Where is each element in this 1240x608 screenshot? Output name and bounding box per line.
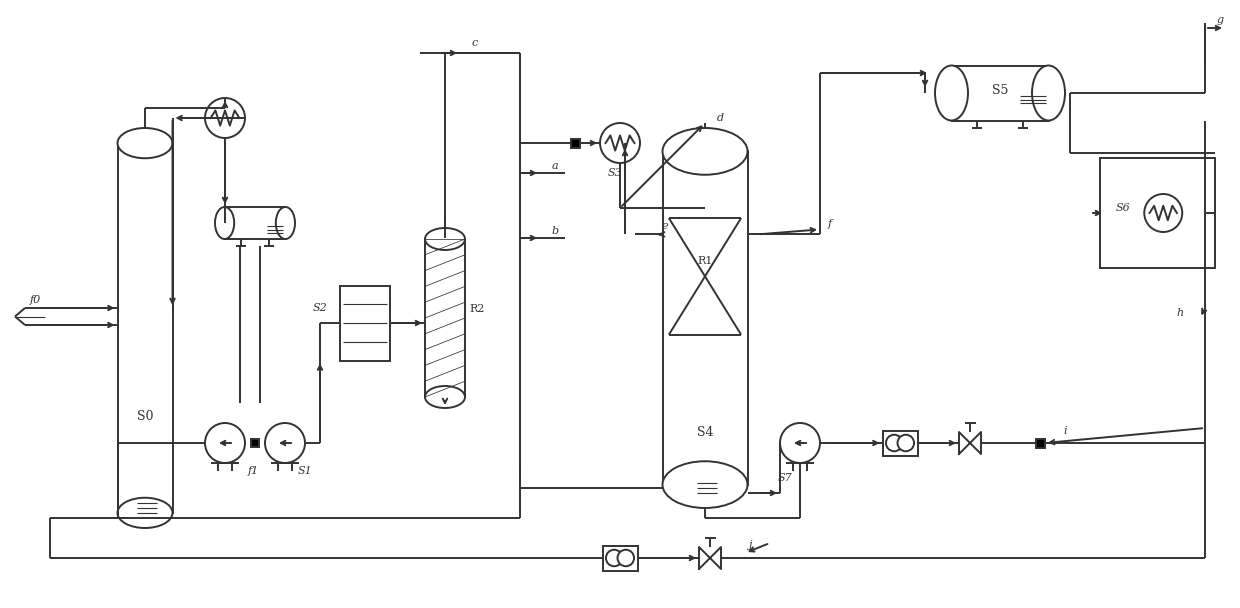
- Ellipse shape: [662, 461, 748, 508]
- Bar: [224, 207, 285, 239]
- Text: d: d: [717, 113, 724, 123]
- Circle shape: [780, 423, 820, 463]
- Circle shape: [898, 435, 914, 451]
- Ellipse shape: [118, 498, 172, 528]
- Text: h: h: [1177, 308, 1183, 318]
- Text: c: c: [472, 38, 479, 48]
- Bar: [883, 430, 918, 455]
- Text: S6: S6: [1116, 203, 1131, 213]
- Circle shape: [600, 123, 640, 163]
- Text: a: a: [552, 161, 558, 171]
- Bar: [570, 139, 579, 148]
- Circle shape: [265, 423, 305, 463]
- Bar: [118, 143, 172, 513]
- Text: R1: R1: [697, 256, 713, 266]
- Bar: [250, 439, 259, 447]
- Bar: [662, 151, 748, 485]
- Circle shape: [205, 423, 246, 463]
- Text: i: i: [1063, 426, 1066, 436]
- Text: f0: f0: [30, 295, 41, 305]
- Text: e: e: [662, 221, 668, 232]
- Text: j: j: [748, 540, 751, 550]
- Ellipse shape: [935, 66, 968, 120]
- Ellipse shape: [118, 128, 172, 158]
- Text: S7: S7: [777, 473, 792, 483]
- Text: S5: S5: [992, 83, 1008, 97]
- Circle shape: [205, 98, 246, 138]
- Circle shape: [618, 550, 634, 566]
- Bar: [951, 66, 1049, 120]
- Ellipse shape: [425, 386, 465, 408]
- Text: g: g: [1216, 15, 1224, 25]
- Circle shape: [1145, 194, 1182, 232]
- Text: R2: R2: [469, 304, 485, 314]
- Bar: [1035, 438, 1044, 447]
- Text: S4: S4: [697, 426, 713, 438]
- Text: f1: f1: [247, 466, 259, 476]
- Ellipse shape: [275, 207, 295, 239]
- Text: f: f: [828, 219, 832, 229]
- Bar: [1100, 158, 1215, 268]
- Text: b: b: [552, 226, 558, 236]
- Text: S1: S1: [298, 466, 312, 476]
- Text: S2: S2: [312, 303, 327, 313]
- Ellipse shape: [1032, 66, 1065, 120]
- Bar: [603, 545, 637, 570]
- Circle shape: [606, 550, 622, 566]
- Bar: [340, 286, 391, 361]
- Bar: [425, 239, 465, 397]
- Ellipse shape: [662, 128, 748, 174]
- Text: S3: S3: [608, 168, 622, 178]
- Ellipse shape: [215, 207, 234, 239]
- Ellipse shape: [425, 228, 465, 250]
- Text: S0: S0: [136, 410, 154, 423]
- Circle shape: [885, 435, 903, 451]
